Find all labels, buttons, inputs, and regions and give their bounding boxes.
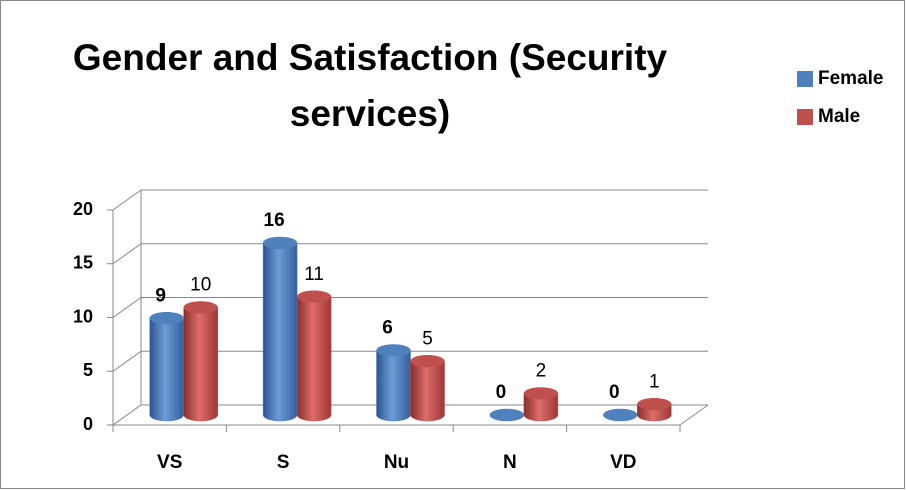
data-label: 11 xyxy=(304,264,324,285)
y-tick-label: 10 xyxy=(73,306,93,326)
bar-top xyxy=(263,237,298,249)
bar-top xyxy=(297,290,332,303)
legend-swatch xyxy=(797,71,813,87)
data-label: 0 xyxy=(496,382,507,403)
grid-line xyxy=(112,350,142,372)
bar-top xyxy=(523,387,558,400)
y-tick-label: 15 xyxy=(73,253,93,273)
bar-top xyxy=(410,355,445,368)
y-tick-label: 20 xyxy=(73,199,93,219)
x-tick-label: S xyxy=(277,452,290,473)
bar xyxy=(149,312,184,422)
grid-line xyxy=(112,189,142,211)
bar-top xyxy=(376,344,411,357)
y-tick-label: 0 xyxy=(83,414,93,434)
data-label: 2 xyxy=(536,361,547,382)
grid-line xyxy=(112,404,142,426)
data-label: 10 xyxy=(190,275,211,296)
x-tick-label: N xyxy=(503,452,517,473)
bar-top xyxy=(489,409,524,421)
data-label: 1 xyxy=(649,371,660,392)
y-tick-label: 5 xyxy=(83,360,93,380)
x-tick-label: VS xyxy=(157,452,182,473)
data-label: 9 xyxy=(155,285,166,306)
data-label: 16 xyxy=(264,210,285,231)
bar xyxy=(183,301,218,422)
data-label: 0 xyxy=(609,382,620,403)
legend-label: Female xyxy=(818,68,883,89)
data-label: 5 xyxy=(422,328,433,349)
x-tick-label: VD xyxy=(610,452,636,473)
bar xyxy=(296,290,332,422)
grid-line xyxy=(112,297,142,318)
x-tick-label: Nu xyxy=(384,452,409,473)
bar-top xyxy=(183,301,218,314)
bar-top xyxy=(149,312,184,325)
grid-line xyxy=(112,243,142,265)
bar-top xyxy=(637,398,672,411)
floor-edge xyxy=(679,404,709,426)
legend-swatch xyxy=(797,109,813,125)
bar xyxy=(262,236,298,422)
legend-label: Male xyxy=(818,106,860,127)
chart-title: Gender and Satisfaction (Security servic… xyxy=(72,37,668,134)
bar-top xyxy=(603,409,638,421)
data-label: 6 xyxy=(382,318,393,339)
